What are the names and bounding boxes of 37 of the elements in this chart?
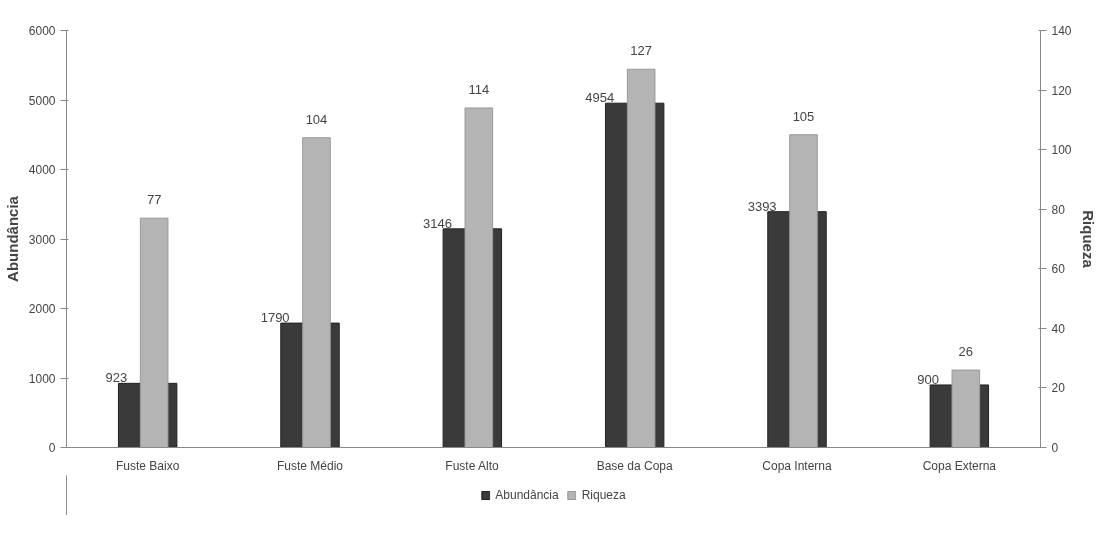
data-label: 127 [630, 43, 653, 59]
x-tick-label: Copa Externa [922, 458, 997, 473]
y2-tick-label: 120 [1051, 83, 1072, 98]
x-tick-label: Copa Interna [762, 458, 833, 473]
x-tick-label: Fuste Alto [445, 458, 500, 473]
legend-label: Riqueza [581, 488, 626, 502]
y2-tick-label: 0 [1051, 441, 1059, 455]
data-label: 1790 [260, 310, 290, 326]
y2-tick-label: 80 [1051, 202, 1066, 217]
data-label: 114 [468, 81, 490, 97]
y-tick-label: 4000 [28, 163, 56, 177]
legend-label: Abundância [495, 488, 559, 502]
x-tick-label: Base da Copa [596, 458, 674, 473]
y-axis-title: Abundância [3, 195, 21, 282]
data-label: 900 [917, 371, 939, 387]
data-label: 3393 [747, 198, 777, 214]
x-tick-label: Fuste Médio [276, 458, 344, 473]
y-tick-label: 0 [48, 441, 56, 455]
data-label: 3146 [423, 215, 452, 231]
y-tick-label: 6000 [28, 24, 56, 38]
y-tick-label: 1000 [28, 371, 56, 386]
y-tick-label: 5000 [28, 93, 56, 108]
y2-tick-label: 140 [1051, 24, 1072, 38]
x-tick-label: Fuste Baixo [115, 458, 180, 473]
data-label: 4954 [585, 90, 615, 106]
data-label: 923 [105, 370, 128, 386]
data-label: 26 [958, 344, 974, 360]
y2-tick-label: 100 [1051, 143, 1072, 158]
y2-axis-title: Riqueza [1079, 210, 1097, 269]
y2-tick-label: 60 [1051, 262, 1066, 277]
data-label: 105 [792, 108, 815, 124]
y-tick-label: 2000 [28, 302, 56, 316]
data-label: 104 [305, 111, 328, 127]
y2-tick-label: 40 [1051, 321, 1066, 336]
data-label: 77 [146, 192, 162, 208]
y2-tick-label: 20 [1051, 381, 1066, 396]
y-tick-label: 3000 [28, 232, 56, 247]
